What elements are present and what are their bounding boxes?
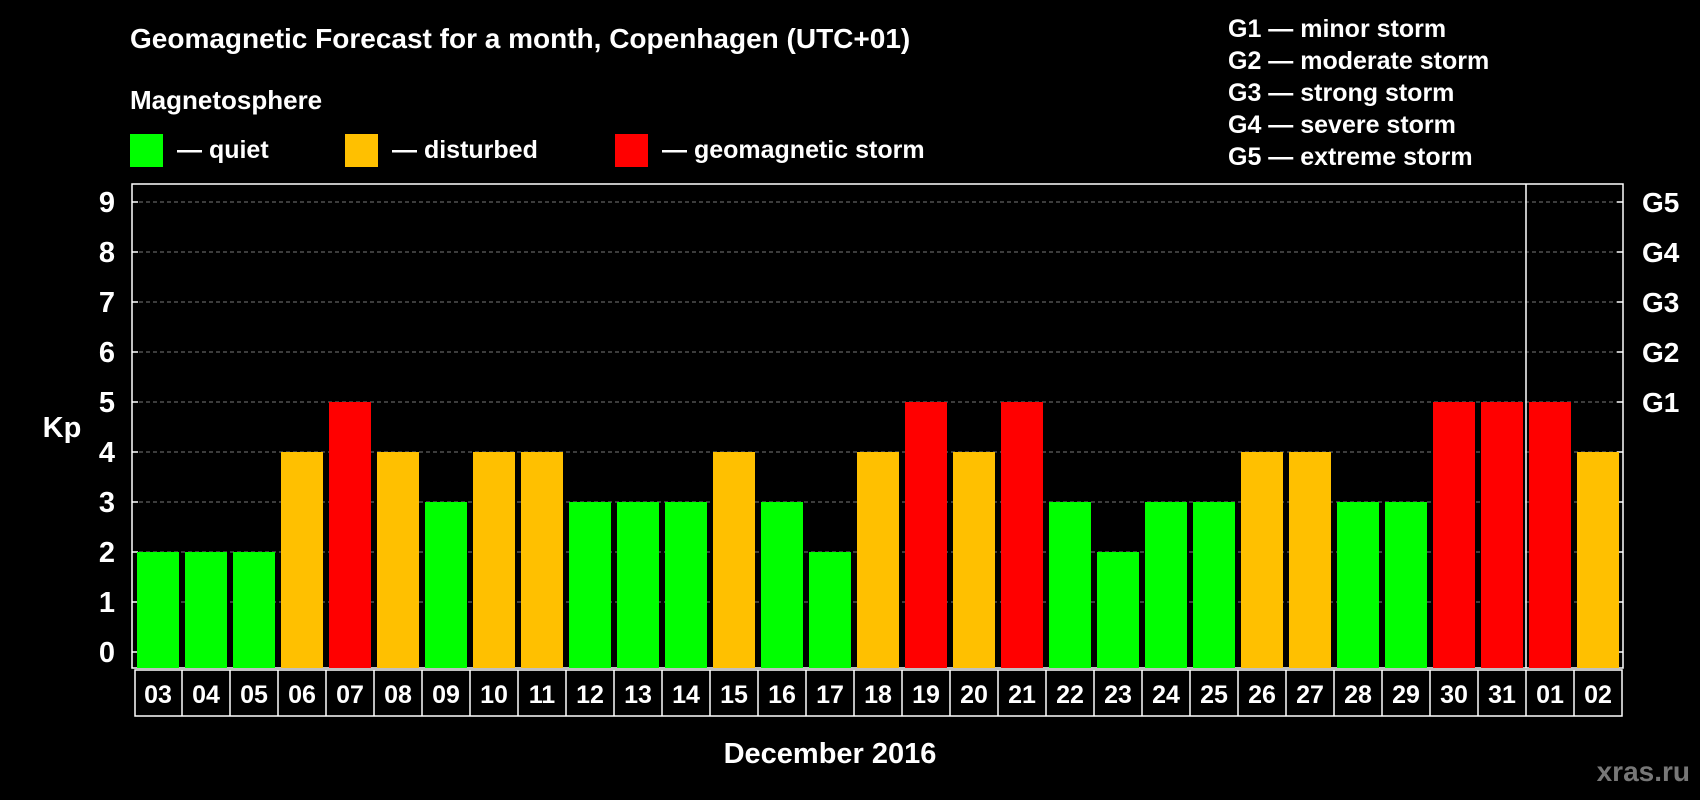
kp-bar <box>665 502 707 668</box>
storm-scale-item: G1 — minor storm <box>1228 15 1446 43</box>
kp-bar <box>1337 502 1379 668</box>
kp-bar <box>137 552 179 668</box>
x-tick-label: 06 <box>288 681 316 709</box>
kp-bar <box>905 402 947 668</box>
y-axis-label: Kp <box>43 412 82 444</box>
kp-bar <box>761 502 803 668</box>
x-tick-label: 13 <box>624 681 652 709</box>
kp-bar <box>233 552 275 668</box>
x-tick-label: 31 <box>1488 681 1516 709</box>
kp-bar <box>1241 452 1283 668</box>
storm-scale-item: G3 — strong storm <box>1228 79 1454 107</box>
legend-label: — disturbed <box>392 136 538 164</box>
kp-bar <box>329 402 371 668</box>
kp-bar <box>425 502 467 668</box>
x-tick-label: 28 <box>1344 681 1372 709</box>
y-tick-label: 9 <box>99 187 115 219</box>
chart-title: Geomagnetic Forecast for a month, Copenh… <box>130 23 910 54</box>
kp-bar <box>1097 552 1139 668</box>
x-tick-label: 26 <box>1248 681 1276 709</box>
storm-level-label: G3 <box>1642 287 1679 318</box>
kp-bar <box>281 452 323 668</box>
kp-bar <box>1001 402 1043 668</box>
color-legend: — quiet — disturbed — geomagnetic storm <box>130 134 925 167</box>
x-tick-label: 10 <box>480 681 508 709</box>
kp-bar <box>185 552 227 668</box>
x-tick-label: 02 <box>1584 681 1612 709</box>
kp-bar <box>1145 502 1187 668</box>
storm-level-label: G2 <box>1642 337 1679 368</box>
kp-bar <box>1577 452 1619 668</box>
x-tick-label: 19 <box>912 681 940 709</box>
y-tick-label: 8 <box>99 237 115 269</box>
x-tick-label: 04 <box>192 681 220 709</box>
x-tick-label: 12 <box>576 681 604 709</box>
legend-swatch <box>130 134 163 167</box>
x-tick-label: 08 <box>384 681 412 709</box>
kp-bar <box>809 552 851 668</box>
kp-bar <box>521 452 563 668</box>
kp-bar <box>1481 402 1523 668</box>
kp-bar <box>1433 402 1475 668</box>
x-tick-label: 15 <box>720 681 748 709</box>
x-tick-label: 01 <box>1536 681 1564 709</box>
kp-bar <box>953 452 995 668</box>
x-tick-label: 03 <box>144 681 172 709</box>
kp-bar <box>473 452 515 668</box>
storm-level-label: G4 <box>1642 237 1680 268</box>
x-tick-label: 21 <box>1008 681 1036 709</box>
legend-swatch <box>615 134 648 167</box>
storm-level-label: G1 <box>1642 387 1679 418</box>
y-tick-label: 5 <box>99 387 115 419</box>
storm-level-label: G5 <box>1642 187 1679 218</box>
kp-bar <box>1289 452 1331 668</box>
kp-bar <box>1049 502 1091 668</box>
x-tick-label: 17 <box>816 681 844 709</box>
legend-label: — geomagnetic storm <box>662 136 925 164</box>
x-tick-label: 05 <box>240 681 268 709</box>
storm-scale-item: G5 — extreme storm <box>1228 143 1473 171</box>
legend-swatch <box>345 134 378 167</box>
x-tick-label: 14 <box>672 681 700 709</box>
x-tick-label: 30 <box>1440 681 1468 709</box>
y-tick-label: 3 <box>99 487 115 519</box>
x-tick-label: 11 <box>529 681 556 709</box>
storm-scale-item: G2 — moderate storm <box>1228 47 1489 75</box>
x-tick-label: 27 <box>1296 681 1324 709</box>
storm-scale-item: G4 — severe storm <box>1228 111 1456 139</box>
x-tick-label: 25 <box>1200 681 1228 709</box>
y-tick-label: 4 <box>99 437 115 469</box>
kp-bar <box>713 452 755 668</box>
x-tick-label: 16 <box>768 681 796 709</box>
x-tick-label: 07 <box>336 681 364 709</box>
watermark: xras.ru <box>1597 756 1690 787</box>
legend-heading: Magnetosphere <box>130 85 322 115</box>
x-axis-label: December 2016 <box>724 738 937 770</box>
x-tick-label: 09 <box>432 681 460 709</box>
x-tick-label: 20 <box>960 681 988 709</box>
x-tick-label: 29 <box>1392 681 1420 709</box>
kp-bar <box>569 502 611 668</box>
y-tick-label: 2 <box>99 537 115 569</box>
y-tick-label: 7 <box>99 287 115 319</box>
x-tick-label: 22 <box>1056 681 1084 709</box>
legend-label: — quiet <box>177 136 269 164</box>
kp-bar <box>1193 502 1235 668</box>
kp-bar <box>857 452 899 668</box>
x-tick-label: 23 <box>1104 681 1132 709</box>
storm-scale-legend: G1 — minor storm G2 — moderate storm G3 — … <box>1228 15 1489 171</box>
kp-bar <box>1529 402 1571 668</box>
x-tick-label: 24 <box>1152 681 1180 709</box>
kp-bar <box>1385 502 1427 668</box>
kp-bar <box>617 502 659 668</box>
y-tick-label: 1 <box>99 587 115 619</box>
y-tick-label: 6 <box>99 337 115 369</box>
y-tick-label: 0 <box>99 637 115 669</box>
x-tick-label: 18 <box>864 681 892 709</box>
kp-bar <box>377 452 419 668</box>
day-row-frame <box>134 669 1623 717</box>
